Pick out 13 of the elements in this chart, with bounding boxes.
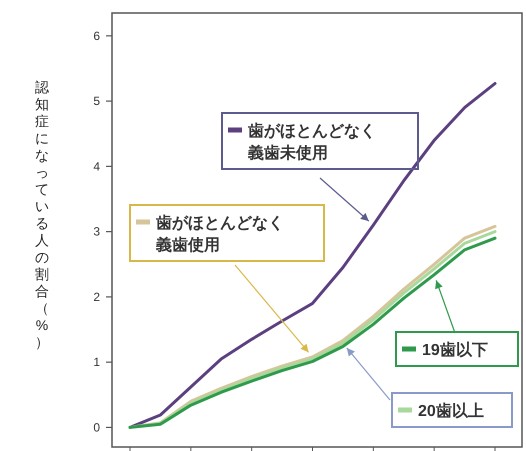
y-tick-label: 3: [93, 224, 100, 239]
y-tick-label: 6: [93, 28, 100, 43]
legend-label: 歯がほとんどなく義歯使用: [155, 214, 284, 254]
text: 認知症になっている人の割合（%）: [35, 79, 49, 350]
y-tick-label: 1: [93, 355, 100, 370]
line-series: [128, 82, 496, 429]
y-tick-label: 4: [93, 159, 100, 174]
y-tick-label: 0: [93, 420, 100, 434]
legend-label: 20歯以上: [418, 402, 484, 420]
legend-label: 19歯以下: [422, 341, 488, 359]
y-tick-label: 5: [93, 94, 100, 108]
legend-label: 歯がほとんどなく義歯未使用: [247, 122, 376, 162]
y-tick-label: 2: [93, 290, 100, 304]
